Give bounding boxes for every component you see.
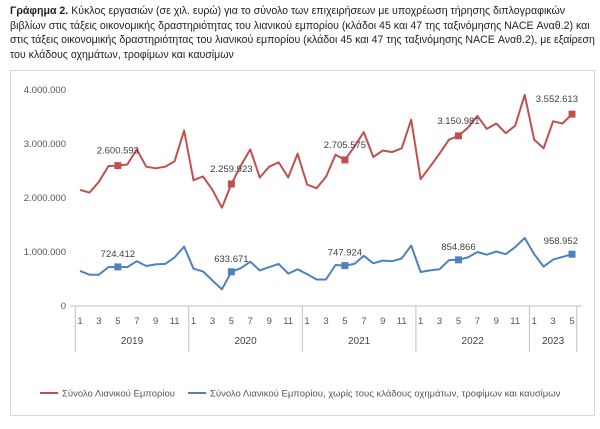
x-tick-label: 1: [304, 316, 309, 327]
data-point-marker: [341, 262, 349, 270]
x-tick-label: 1: [77, 316, 82, 327]
legend-label-1: Σύνολο Λιανικού Εμπορίου: [62, 389, 175, 400]
x-tick-label: 5: [456, 316, 461, 327]
x-tick-label: 1: [418, 316, 423, 327]
data-label: 2.259.923: [210, 164, 252, 175]
data-label: 3.150.981: [437, 116, 479, 127]
data-label: 958.952: [544, 236, 578, 247]
legend-label-2: Σύνολο Λιανικού Εμπορίου, χωρίς τους κλά…: [210, 389, 561, 400]
data-point-marker: [568, 110, 576, 118]
data-label: 2.705.575: [324, 140, 366, 151]
x-tick-label: 3: [96, 316, 101, 327]
data-label: 2.600.593: [97, 146, 139, 157]
y-tick-label: 0: [61, 301, 66, 312]
series-line-1: [79, 93, 573, 209]
x-tick-label: 7: [134, 316, 139, 327]
x-tick-label: 3: [437, 316, 442, 327]
x-tick-label: 9: [153, 316, 158, 327]
data-label: 3.552.613: [536, 94, 578, 105]
y-tick-label: 1.000.000: [24, 247, 66, 258]
series-line-2: [79, 237, 573, 291]
data-point-marker: [227, 180, 235, 188]
x-tick-label: 11: [283, 316, 293, 327]
caption-prefix: Γράφημα 2.: [10, 5, 69, 17]
y-tick-label: 3.000.000: [24, 139, 66, 150]
x-tick-label: 1: [191, 316, 196, 327]
x-tick-label: 7: [248, 316, 253, 327]
x-tick-label: 5: [342, 316, 347, 327]
x-tick-label: 9: [494, 316, 499, 327]
x-tick-label: 5: [569, 316, 574, 327]
data-point-marker: [568, 250, 576, 258]
x-tick-label: 3: [210, 316, 215, 327]
data-label: 633.671: [214, 254, 248, 265]
x-tick-label: 3: [323, 316, 328, 327]
x-tick-label: 7: [475, 316, 480, 327]
x-tick-label: 5: [229, 316, 234, 327]
data-point-marker: [341, 156, 349, 164]
data-point-marker: [114, 162, 122, 170]
data-label: 747.924: [328, 248, 362, 259]
year-label: 2021: [348, 336, 371, 347]
x-tick-label: 9: [267, 316, 272, 327]
data-point-marker: [227, 268, 235, 276]
year-label: 2019: [121, 336, 144, 347]
data-label: 854.866: [441, 242, 475, 253]
x-tick-label: 5: [115, 316, 120, 327]
figure-caption: Γράφημα 2. Κύκλος εργασιών (σε χιλ. ευρώ…: [10, 4, 595, 62]
chart-frame: [10, 70, 595, 416]
y-tick-label: 2.000.000: [24, 193, 66, 204]
year-label: 2020: [234, 336, 257, 347]
caption-text: Κύκλος εργασιών (σε χιλ. ευρώ) για το σύ…: [10, 5, 595, 61]
data-label: 724.412: [101, 249, 135, 260]
x-tick-label: 7: [361, 316, 366, 327]
x-tick-label: 3: [550, 316, 555, 327]
x-tick-label: 9: [380, 316, 385, 327]
x-tick-label: 11: [170, 316, 180, 327]
data-point-marker: [454, 256, 462, 264]
x-tick-label: 11: [397, 316, 407, 327]
x-tick-label: 1: [532, 316, 537, 327]
data-point-marker: [114, 263, 122, 271]
x-tick-label: 11: [510, 316, 520, 327]
year-label: 2022: [462, 336, 485, 347]
year-label: 2023: [542, 336, 565, 347]
y-tick-label: 4.000.000: [24, 85, 66, 96]
data-point-marker: [454, 132, 462, 140]
